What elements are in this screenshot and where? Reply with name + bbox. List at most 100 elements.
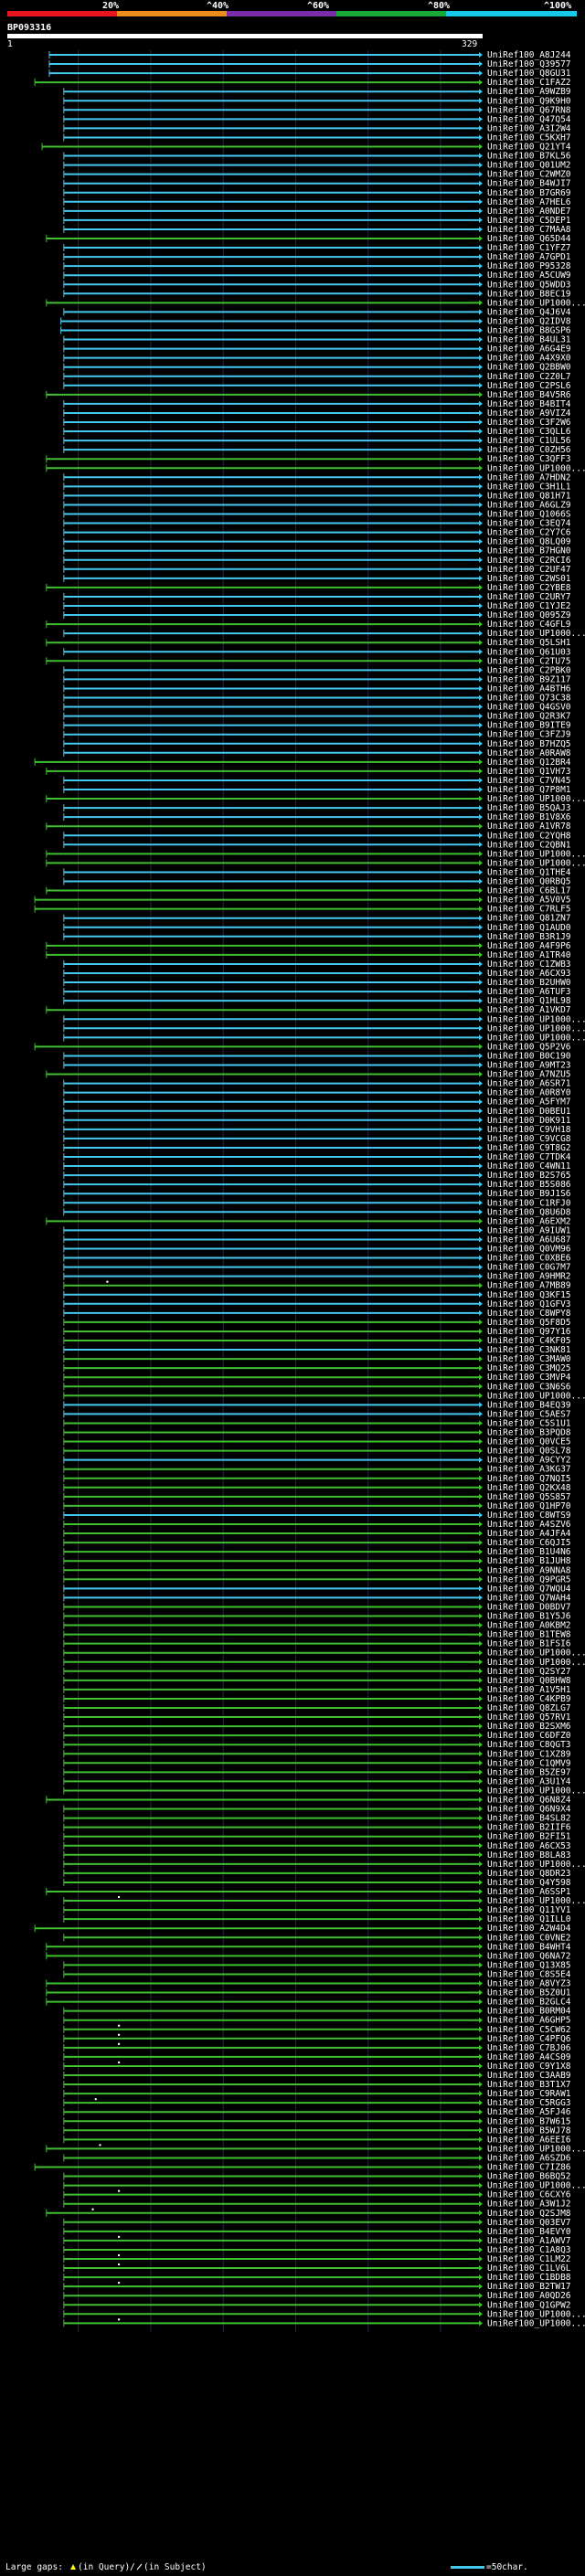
hit-row[interactable]: UniRef100_UP1000... [46,849,585,859]
hit-label[interactable]: UniRef100_B1FSI6 [487,1639,571,1649]
hit-label[interactable]: UniRef100_B5Z0U1 [487,1988,571,1998]
hit-row[interactable]: UniRef100_A7NZU5 [46,1070,571,1080]
hit-label[interactable]: UniRef100_UP1000... [487,2318,585,2328]
hit-label[interactable]: UniRef100_C1LV6L [487,2263,571,2274]
hit-row[interactable]: UniRef100_UP1000... [46,794,585,804]
hit-row[interactable]: UniRef100_C9Y1X8 [63,2061,571,2072]
hit-row[interactable]: UniRef100_B2IIF6 [63,1823,571,1833]
hit-label[interactable]: UniRef100_A6TUF3 [487,987,571,997]
hit-row[interactable]: UniRef100_C2Z0L7 [63,372,571,382]
hit-label[interactable]: UniRef100_C1ZWB3 [487,959,571,970]
hit-label[interactable]: UniRef100_Q2BBW0 [487,363,571,373]
hit-row[interactable]: UniRef100_Q1ILL0 [63,1914,571,1924]
hit-row[interactable]: UniRef100_UP1000... [63,2181,585,2191]
hit-row[interactable]: UniRef100_B3R1J9 [63,932,571,942]
hit-row[interactable]: UniRef100_A5CUW9 [63,270,571,281]
hit-label[interactable]: UniRef100_UP1000... [487,2144,585,2154]
hit-row[interactable]: UniRef100_A7GPD1 [63,252,571,262]
hit-label[interactable]: UniRef100_UP1000... [487,1658,585,1668]
hit-label[interactable]: UniRef100_A5V0V5 [487,896,571,906]
hit-row[interactable]: UniRef100_C8QGT3 [63,1740,571,1750]
hit-row[interactable]: UniRef100_B3PQD8 [63,1428,571,1438]
hit-row[interactable]: UniRef100_Q01UM2 [63,161,571,171]
hit-row[interactable]: UniRef100_A1V5H1 [63,1685,571,1695]
hit-label[interactable]: UniRef100_Q47Q54 [487,114,571,124]
hit-row[interactable]: UniRef100_A8VYZ3 [46,1979,571,1989]
hit-row[interactable]: UniRef100_Q1GFV3 [63,1299,571,1309]
hit-label[interactable]: UniRef100_A1VR78 [487,822,571,832]
hit-label[interactable]: UniRef100_Q73C38 [487,694,571,704]
hit-label[interactable]: UniRef100_B1U4N6 [487,1547,571,1557]
hit-label[interactable]: UniRef100_Q61U03 [487,647,571,657]
hit-label[interactable]: UniRef100_C1YJE2 [487,601,571,611]
hit-row[interactable]: UniRef100_C5RGG3 [63,2097,571,2108]
hit-label[interactable]: UniRef100_A4JFA4 [487,1529,571,1539]
hit-label[interactable]: UniRef100_Q2R3K7 [487,712,571,722]
hit-label[interactable]: UniRef100_B4WHT4 [487,1942,571,1952]
hit-label[interactable]: UniRef100_C2WS01 [487,574,571,584]
hit-label[interactable]: UniRef100_C7VN45 [487,776,571,786]
hit-label[interactable]: UniRef100_C1YFZ7 [487,243,571,253]
hit-label[interactable]: UniRef100_Q03EV7 [487,2218,571,2228]
hit-label[interactable]: UniRef100_B5QAJ3 [487,803,571,813]
hit-row[interactable]: UniRef100_B8GSP6 [60,326,571,336]
hit-label[interactable]: UniRef100_D0BDV7 [487,1602,571,1612]
hit-label[interactable]: UniRef100_C2WMZ0 [487,170,571,180]
hit-row[interactable]: UniRef100_Q4Y598 [63,1878,571,1888]
hit-label[interactable]: UniRef100_C3FZJ9 [487,730,571,740]
hit-label[interactable]: UniRef100_C3H1L1 [487,482,571,492]
hit-label[interactable]: UniRef100_B4UL31 [487,335,571,345]
hit-label[interactable]: UniRef100_C3NK81 [487,1345,571,1355]
hit-label[interactable]: UniRef100_Q9K9H0 [487,96,571,106]
hit-row[interactable]: UniRef100_A0KBM2 [63,1621,571,1631]
hit-label[interactable]: UniRef100_B2S765 [487,1171,571,1181]
hit-label[interactable]: UniRef100_B8GSP6 [487,326,571,336]
hit-label[interactable]: UniRef100_A6GHP5 [487,2016,571,2026]
hit-row[interactable]: UniRef100_B2TW17 [63,2281,571,2292]
hit-row[interactable]: UniRef100_A6SSP1 [46,1887,571,1897]
hit-row[interactable]: UniRef100_B1JUH8 [63,1556,571,1566]
hit-label[interactable]: UniRef100_A6SSP1 [487,1887,571,1897]
hit-label[interactable]: UniRef100_Q81H71 [487,491,571,501]
hit-row[interactable]: UniRef100_Q0BHW8 [63,1676,571,1686]
hit-row[interactable]: UniRef100_Q2SY27 [63,1667,571,1677]
hit-label[interactable]: UniRef100_A9IUW1 [487,1225,571,1235]
hit-label[interactable]: UniRef100_Q6N9X4 [487,1805,571,1815]
hit-label[interactable]: UniRef100_C2TU75 [487,656,571,666]
hit-row[interactable]: UniRef100_C5KXH7 [63,133,571,143]
hit-label[interactable]: UniRef100_Q67RN8 [487,105,571,115]
hit-row[interactable]: UniRef100_Q5S857 [63,1492,571,1502]
hit-row[interactable]: UniRef100_A1TR40 [46,950,571,960]
hit-row[interactable]: UniRef100_Q6N8Z4 [46,1796,571,1806]
hit-label[interactable]: UniRef100_Q6N8Z4 [487,1796,571,1806]
hit-row[interactable]: UniRef100_Q57RV1 [63,1712,571,1723]
hit-label[interactable]: UniRef100_A4CS09 [487,2052,571,2062]
hit-label[interactable]: UniRef100_C2YBE8 [487,583,571,593]
hit-row[interactable]: UniRef100_C9VH18 [63,1125,571,1135]
hit-label[interactable]: UniRef100_C6BL17 [487,886,571,896]
hit-row[interactable]: UniRef100_Q1HL98 [63,996,571,1006]
hit-label[interactable]: UniRef100_C4GFL9 [487,620,571,630]
hit-row[interactable]: UniRef100_D0BDV7 [63,1602,571,1612]
hit-row[interactable]: UniRef100_C2YBE8 [46,583,571,593]
hit-row[interactable]: UniRef100_C3FZJ9 [63,730,571,740]
hit-row[interactable]: UniRef100_Q0SL78 [63,1447,571,1457]
hit-label[interactable]: UniRef100_Q7P8M1 [487,785,571,795]
hit-label[interactable]: UniRef100_A7GPD1 [487,252,571,262]
hit-row[interactable]: UniRef100_C1UL56 [63,436,571,446]
hit-label[interactable]: UniRef100_B5ZE97 [487,1767,571,1777]
hit-label[interactable]: UniRef100_C3AAB9 [487,2071,571,2081]
hit-label[interactable]: UniRef100_C5CW62 [487,2025,571,2035]
hit-row[interactable]: UniRef100_Q81ZN7 [63,914,571,924]
hit-row[interactable]: UniRef100_C2UF47 [63,565,571,575]
hit-row[interactable]: UniRef100_C1ZWB3 [63,959,571,970]
hit-row[interactable]: UniRef100_B2S765 [63,1171,571,1181]
hit-label[interactable]: UniRef100_A2W4D4 [487,1924,571,1934]
hit-row[interactable]: UniRef100_A0NDE7 [63,207,571,217]
hit-label[interactable]: UniRef100_C8WPY8 [487,1309,571,1319]
hit-row[interactable]: UniRef100_C3QFF3 [46,454,571,464]
hit-row[interactable]: UniRef100_Q2SJM8 [46,2208,571,2219]
hit-row[interactable]: UniRef100_A7HEL6 [63,197,571,207]
hit-label[interactable]: UniRef100_B1JUH8 [487,1556,571,1566]
hit-label[interactable]: UniRef100_Q2SJM8 [487,2209,571,2219]
